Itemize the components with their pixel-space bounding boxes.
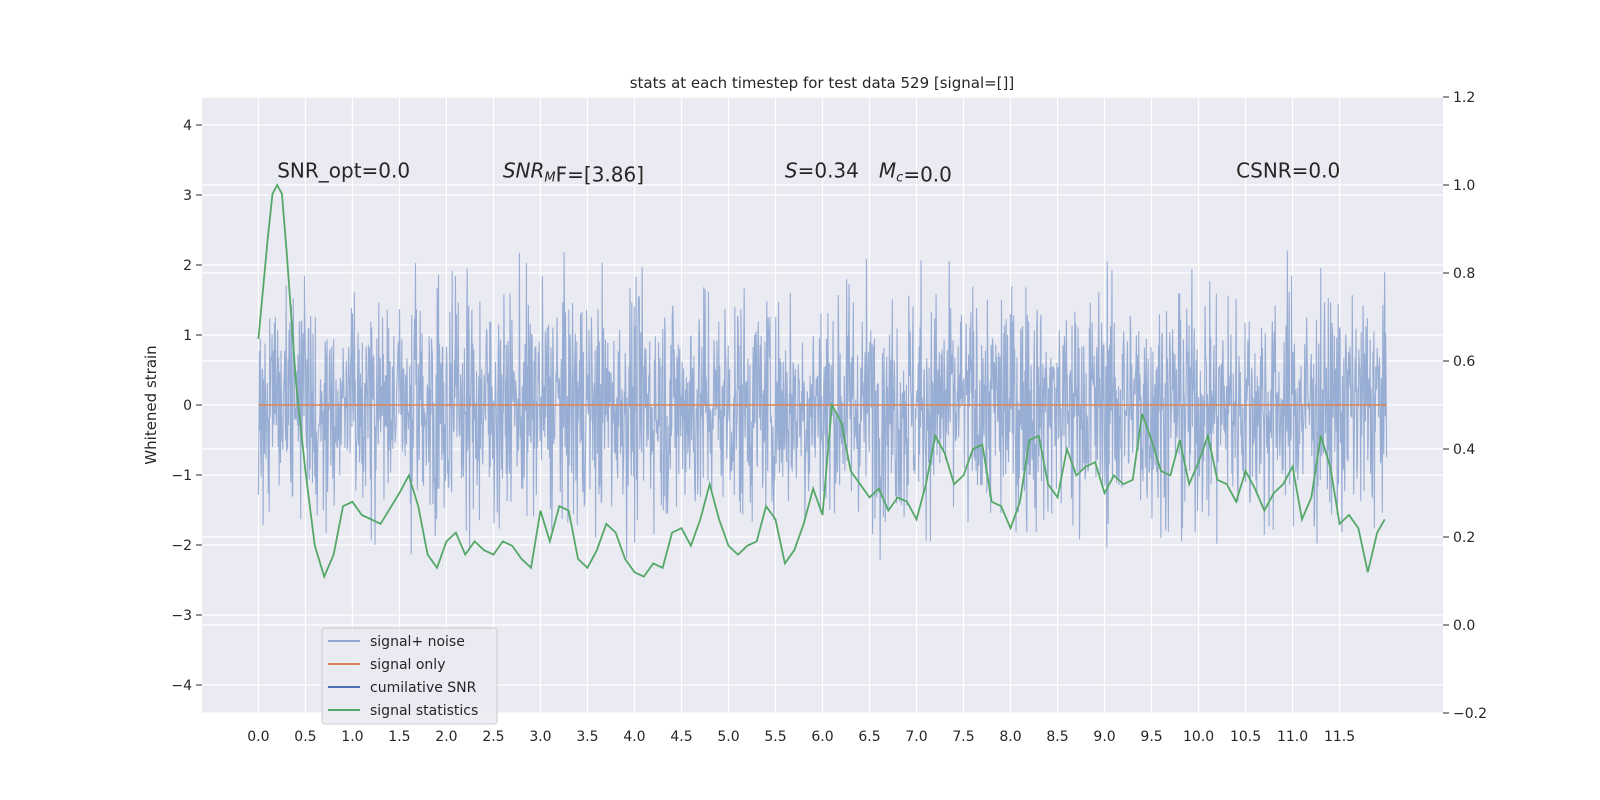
y2-tick-label: 1.0 (1453, 178, 1475, 194)
y2-tick-label: −0.2 (1453, 706, 1487, 722)
y-tick-label: −1 (171, 468, 192, 484)
x-tick-label: 3.5 (576, 729, 598, 745)
legend-label-cumilative-snr: cumilative SNR (370, 680, 477, 696)
x-tick-label: 1.0 (341, 729, 363, 745)
y2-tick-label: 0.8 (1453, 266, 1475, 282)
y-tick-label: 2 (183, 258, 192, 274)
y2-tick-label: 0.4 (1453, 442, 1475, 458)
x-tick-label: 5.0 (717, 729, 739, 745)
series-signal-statistics-line (257, 183, 1386, 580)
x-tick-label: 8.5 (1046, 729, 1068, 745)
x-tick-label: 2.0 (435, 729, 457, 745)
x-tick-label: 4.5 (670, 729, 692, 745)
annotation-snr-mf: SNRMF=[3.86] (503, 159, 644, 187)
x-tick-label: 11.0 (1277, 729, 1308, 745)
y2-tick-label: 0.2 (1453, 530, 1475, 546)
annotation-csnr: CSNR=0.0 (1236, 159, 1340, 183)
chart-title: stats at each timestep for test data 529… (630, 74, 1015, 92)
x-tick-label: 0.5 (294, 729, 316, 745)
annotation-snr-opt: SNR_opt=0.0 (277, 159, 410, 183)
y2-tick-label: 1.2 (1453, 90, 1475, 106)
legend-box (321, 627, 498, 725)
x-tick-label: 0.0 (247, 729, 269, 745)
annotation-s-value: S=0.34 (785, 159, 859, 183)
axes-ticks: 0.0 0.5 1.0 1.5 2.0 2.5 3.0 3.5 4.0 4.5 5.0 5.5 6.0 6… (171, 90, 1487, 745)
x-tick-label: 6.5 (858, 729, 880, 745)
y2-tick-label: 0.6 (1453, 354, 1475, 370)
x-tick-label: 4.0 (623, 729, 645, 745)
x-tick-label: 10.0 (1183, 729, 1214, 745)
series-layer (257, 183, 1388, 580)
y-tick-label: 0 (183, 398, 192, 414)
y-tick-label: 3 (183, 188, 192, 204)
y-axis-label: Whitened strain (142, 345, 160, 464)
y2-tick-label: 0.0 (1453, 618, 1475, 634)
x-tick-label: 9.5 (1140, 729, 1162, 745)
legend-label-signal-statistics: signal statistics (370, 703, 478, 719)
x-tick-label: 8.0 (999, 729, 1021, 745)
legend-label-signal-noise: signal+ noise (370, 634, 465, 650)
y-tick-label: −3 (171, 608, 192, 624)
x-tick-label: 2.5 (482, 729, 504, 745)
x-tick-label: 1.5 (388, 729, 410, 745)
x-tick-label: 6.0 (811, 729, 833, 745)
x-tick-label: 11.5 (1324, 729, 1355, 745)
annotations: SNR_opt=0.0 SNRMF=[3.86] S=0.34 Mc=0.0 CSNR=… (277, 159, 1340, 187)
x-tick-label: 10.5 (1230, 729, 1261, 745)
legend: signal+ noise signal only cumilative SNR si… (321, 627, 498, 725)
y-tick-label: 4 (183, 118, 192, 134)
x-tick-label: 7.0 (905, 729, 927, 745)
annotation-mc-value: Mc=0.0 (879, 159, 952, 187)
x-tick-label: 9.0 (1093, 729, 1115, 745)
x-tick-label: 3.0 (529, 729, 551, 745)
x-tick-label: 5.5 (764, 729, 786, 745)
legend-label-signal-only: signal only (370, 657, 445, 673)
y-tick-label: 1 (183, 328, 192, 344)
y-tick-label: −2 (171, 538, 192, 554)
x-tick-label: 7.5 (952, 729, 974, 745)
y-tick-label: −4 (171, 678, 192, 694)
